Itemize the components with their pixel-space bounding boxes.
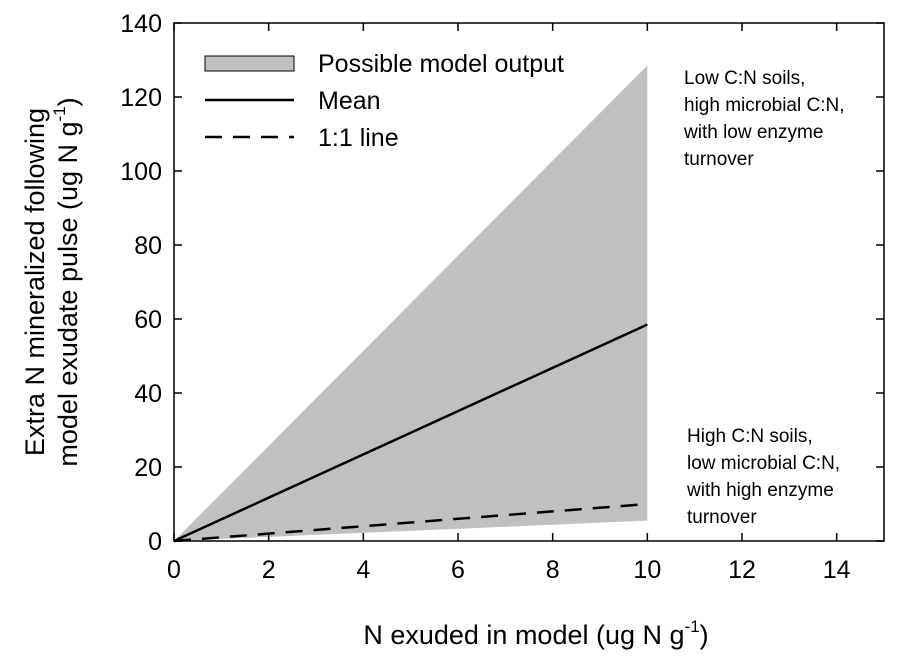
y-axis-title-line2-close: ) [53, 97, 83, 106]
x-axis-title-main: N exuded in model (ug N g [363, 620, 684, 650]
legend-label-mean: Mean [318, 87, 381, 115]
annotation-upper-line-1: Low C:N soils, [684, 68, 805, 89]
annotation-lower-line-1: High C:N soils, [687, 426, 813, 447]
x-tick-label: 2 [262, 556, 276, 584]
x-tick-label: 14 [823, 556, 851, 584]
x-tick-label: 8 [546, 556, 560, 584]
annotation-lower-line-4: turnover [687, 507, 757, 528]
annotation-upper-line-4: turnover [684, 149, 754, 170]
x-axis-title: N exuded in model (ug N g-1) [363, 617, 708, 650]
y-tick-label: 20 [134, 454, 162, 482]
annotation-upper: Low C:N soils, high microbial C:N, with … [683, 68, 845, 170]
x-axis-title-close: ) [700, 620, 709, 650]
y-axis-title-line2: model exudate pulse (ug N g-1) [50, 97, 83, 466]
y-tick-label: 120 [120, 84, 162, 112]
x-axis-title-sup: -1 [685, 617, 700, 636]
y-tick-label: 60 [134, 306, 162, 334]
x-tick-label: 0 [167, 556, 181, 584]
y-axis-title-line1: Extra N mineralized following [20, 108, 50, 456]
x-tick-label: 4 [356, 556, 370, 584]
y-tick-label: 0 [148, 528, 162, 556]
x-tick-label: 10 [633, 556, 661, 584]
legend: Possible model output Mean 1:1 line [205, 50, 564, 152]
y-tick-label: 40 [134, 380, 162, 408]
legend-label-possible-model-output: Possible model output [318, 50, 564, 78]
x-tick-label: 6 [451, 556, 465, 584]
annotation-lower-line-2: low microbial C:N, [687, 453, 840, 474]
y-tick-label: 80 [134, 232, 162, 260]
annotation-lower-line-3: with high enzyme [686, 480, 834, 501]
annotation-upper-line-3: with low enzyme [683, 122, 823, 143]
y-axis-title: Extra N mineralized following model exud… [20, 97, 83, 466]
legend-swatch-possible-model-output [205, 56, 294, 71]
legend-label-1-1-line: 1:1 line [318, 124, 399, 152]
y-axis-title-line2-main: model exudate pulse (ug N g [53, 121, 83, 466]
annotation-upper-line-2: high microbial C:N, [684, 95, 845, 116]
x-tick-label: 12 [728, 556, 756, 584]
y-axis-title-line2-sup: -1 [50, 106, 69, 121]
y-tick-label: 140 [120, 10, 162, 38]
annotation-lower: High C:N soils, low microbial C:N, with … [686, 426, 840, 528]
y-tick-label: 100 [120, 158, 162, 186]
